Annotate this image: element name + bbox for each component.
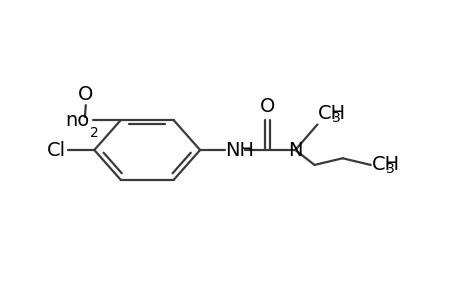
Text: CH: CH <box>371 155 399 174</box>
Text: O: O <box>78 85 93 104</box>
Text: no: no <box>65 111 90 130</box>
Text: N: N <box>287 140 302 160</box>
Text: CH: CH <box>318 104 346 123</box>
Text: O: O <box>259 98 275 116</box>
Text: 3: 3 <box>331 111 340 125</box>
Text: 2: 2 <box>90 126 99 140</box>
Text: Cl: Cl <box>46 140 66 160</box>
Text: 3: 3 <box>385 162 393 176</box>
Text: NH: NH <box>225 140 254 160</box>
